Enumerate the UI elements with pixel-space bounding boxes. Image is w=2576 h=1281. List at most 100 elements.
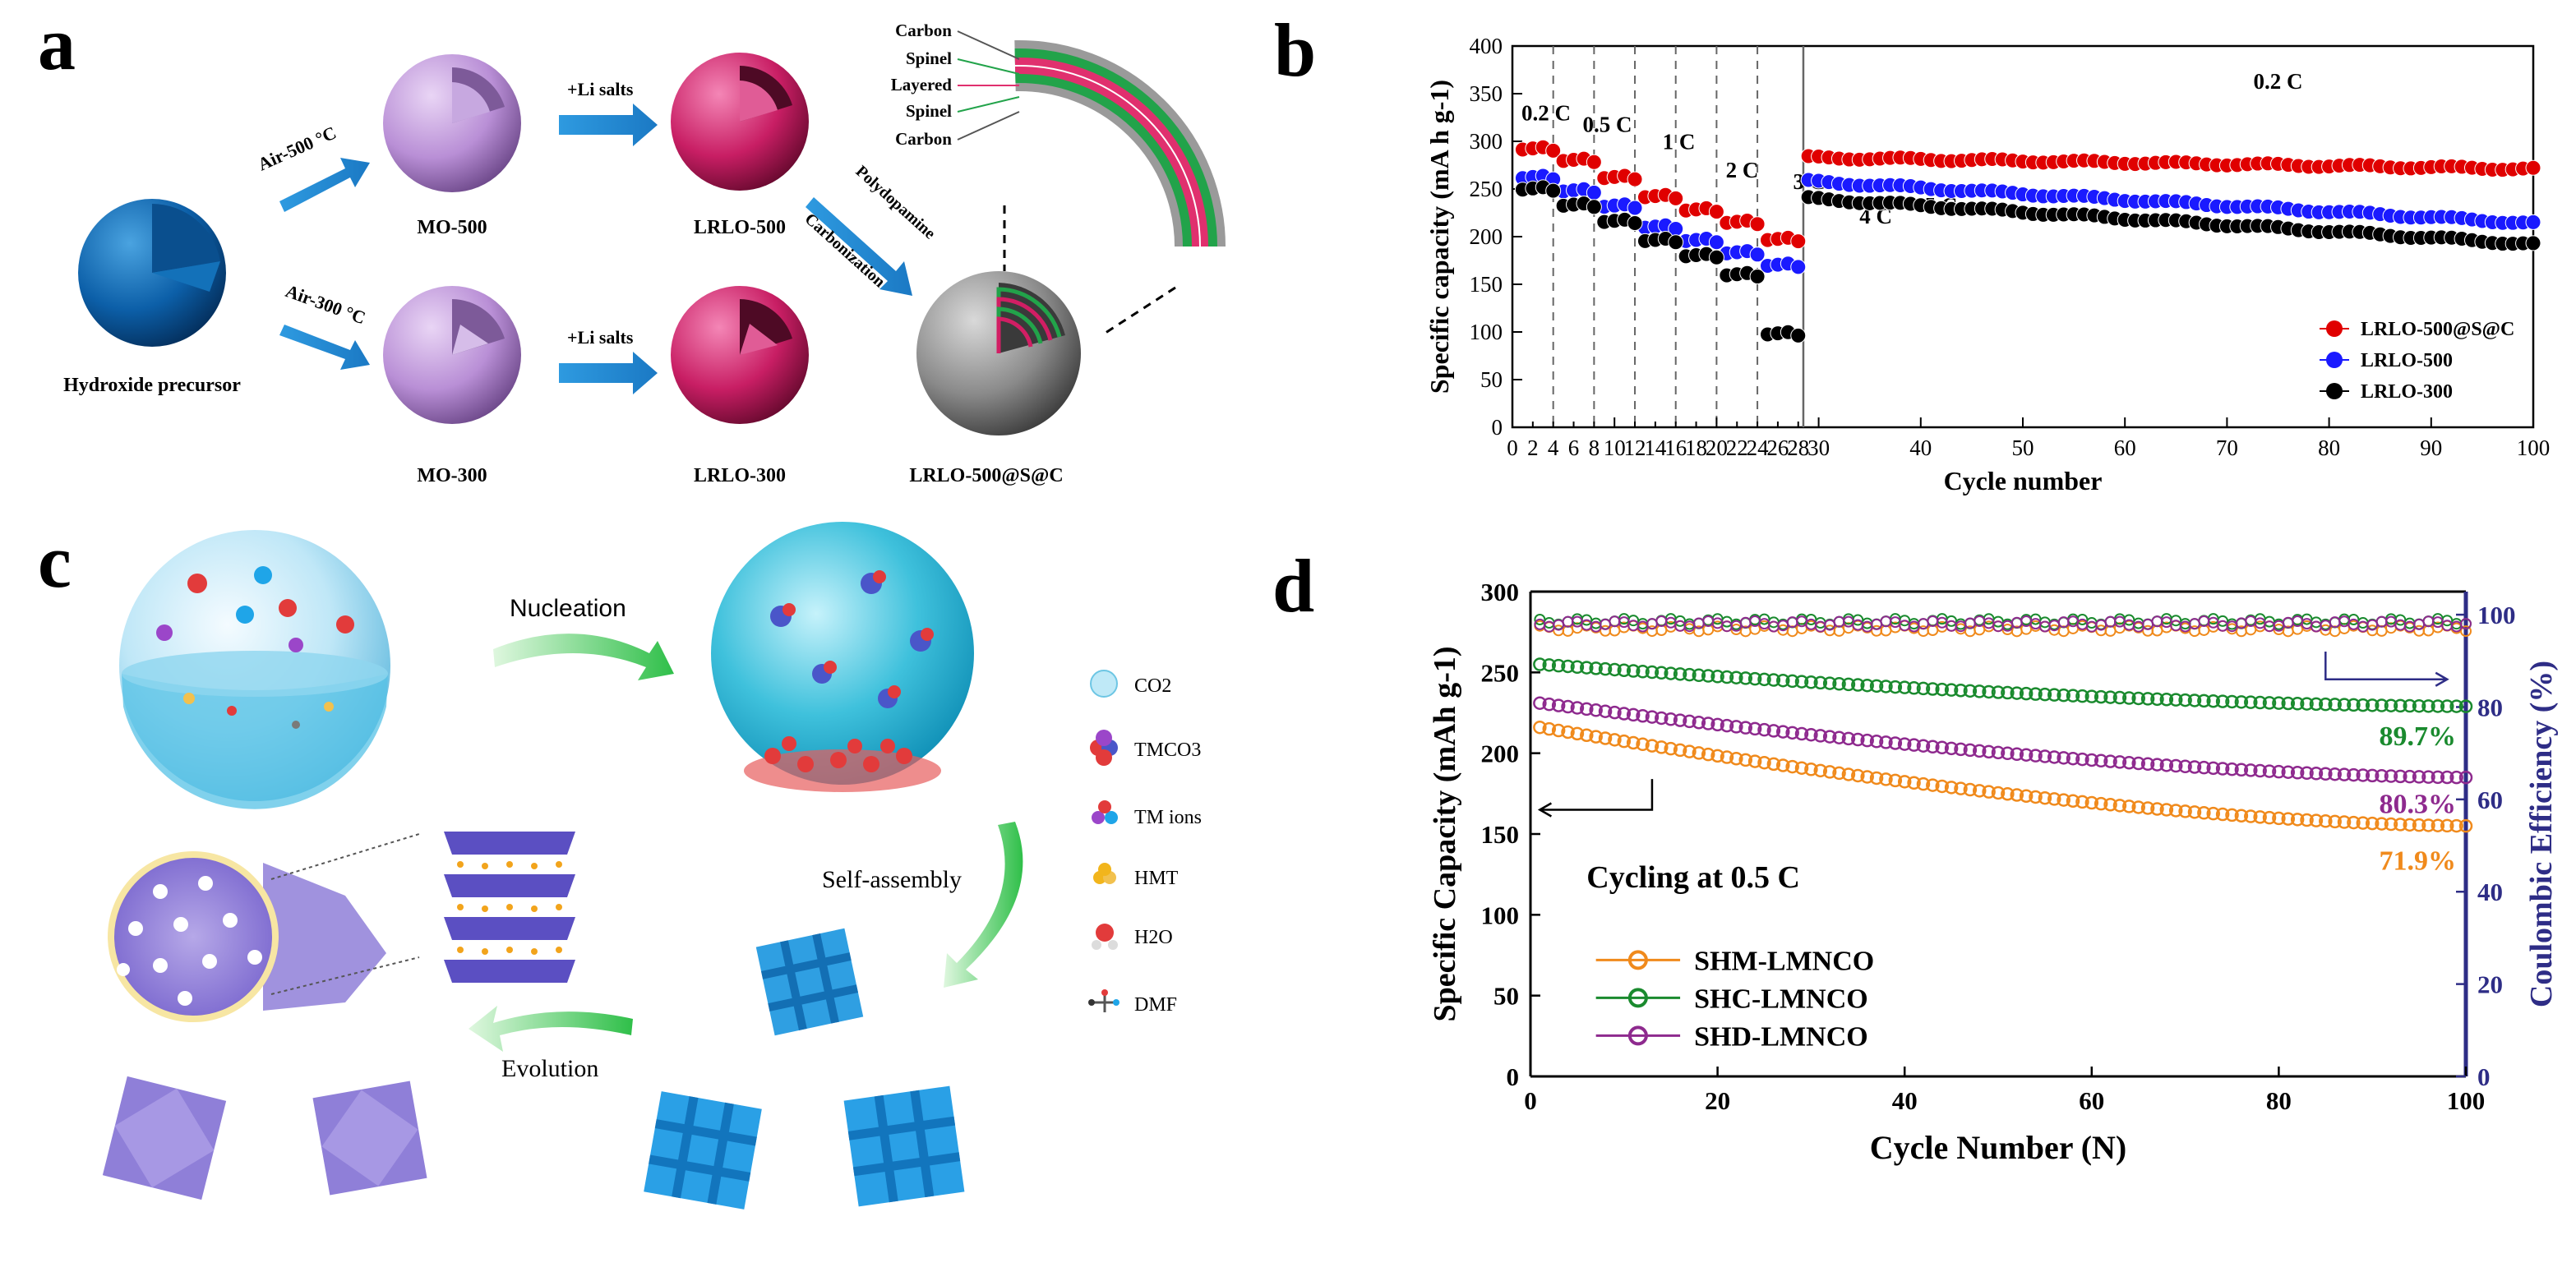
capacity-point-2-92 <box>2384 769 2398 783</box>
capacity-point-2-73 <box>2206 761 2220 776</box>
ce-point-2-71 <box>2188 618 2200 630</box>
capacity-point-1-72 <box>2197 693 2211 708</box>
capacity-point-0-90 <box>2365 816 2380 831</box>
point-0-28 <box>1790 233 1807 250</box>
capacity-point-2-12 <box>1636 708 1650 723</box>
point-1-12 <box>1627 200 1643 216</box>
capacity-point-1-51 <box>2001 685 2015 700</box>
capacity-point-2-17 <box>1683 714 1697 729</box>
capacity-point-0-12 <box>1636 737 1650 752</box>
solution-sphere <box>119 530 390 809</box>
tmco3-icon <box>1090 730 1118 766</box>
capacity-point-1-87 <box>2337 698 2352 712</box>
capacity-point-1-76 <box>2234 695 2249 709</box>
y-tick-label-d-5: 250 <box>1481 658 1520 687</box>
arrow-air500 <box>279 158 370 212</box>
capacity-point-2-82 <box>2290 766 2305 780</box>
zoom-line-right <box>1105 286 1176 334</box>
capacity-point-1-74 <box>2215 694 2230 708</box>
capacity-point-0-64 <box>2122 799 2136 813</box>
rate-label-0: 0.2 C <box>1521 100 1571 125</box>
label-polydopamine: Polydopamine <box>852 162 939 242</box>
capacity-point-0-51 <box>2001 786 2015 801</box>
point-2-4 <box>1545 182 1562 199</box>
self-assembly-schematic-c: Nucleation CO2 TMCO3 <box>102 522 1202 1210</box>
capacity-point-1-24 <box>1747 671 1762 686</box>
capacity-point-1-22 <box>1729 670 1743 684</box>
capacity-point-0-72 <box>2197 806 2211 820</box>
capacity-point-2-53 <box>2019 748 2034 762</box>
arrow-self-assembly <box>944 822 1023 988</box>
capacity-point-2-55 <box>2038 749 2052 763</box>
layer-label-spinel-outer: Spinel <box>906 48 952 68</box>
ce-point-2-37 <box>1871 618 1883 630</box>
capacity-point-2-98 <box>2440 770 2454 785</box>
capacity-point-1-55 <box>2038 687 2052 702</box>
capacity-point-2-19 <box>1701 717 1715 730</box>
capacity-point-0-8 <box>1598 731 1613 745</box>
x-tick-label-d-4: 80 <box>2266 1086 2292 1115</box>
capacity-point-1-36 <box>1860 678 1874 693</box>
y-right-tick-label-d-5: 100 <box>2477 601 2516 629</box>
capacity-point-0-43 <box>1926 778 1940 792</box>
capacity-point-0-62 <box>2103 797 2117 812</box>
capacity-point-0-77 <box>2244 809 2258 823</box>
capacity-point-0-4 <box>1561 725 1575 740</box>
capacity-point-0-98 <box>2440 818 2454 833</box>
capacity-point-1-5 <box>1570 660 1585 675</box>
layered-crystal-structure <box>444 832 575 983</box>
y-tick-label-b-4: 200 <box>1470 224 1503 249</box>
capacity-point-0-21 <box>1720 750 1734 764</box>
porous-particle-zoom <box>108 851 386 1022</box>
capacity-point-0-20 <box>1710 749 1724 763</box>
capacity-point-1-48 <box>1972 684 1987 698</box>
x-minor-tick-label-b-11: 26 <box>1766 435 1789 460</box>
synthesis-schematic-a: Hydroxide precursor Air-500 °C Air-300 °… <box>63 21 1226 486</box>
point-0-4 <box>1545 142 1562 159</box>
capacity-point-1-2 <box>1542 658 1557 672</box>
capacity-point-1-56 <box>2047 688 2061 702</box>
capacity-point-1-71 <box>2187 693 2202 707</box>
capacity-point-0-86 <box>2328 814 2342 829</box>
capacity-point-1-92 <box>2384 698 2398 712</box>
ce-point-2-91 <box>2375 615 2388 628</box>
point-1-24 <box>1749 247 1766 263</box>
lrlo500-sphere <box>671 53 809 191</box>
capacity-point-2-51 <box>2001 746 2015 761</box>
x-tick-label-b-2: 20 <box>1706 435 1728 460</box>
capacity-point-0-40 <box>1897 775 1912 789</box>
capacity-point-0-78 <box>2253 810 2267 824</box>
arrow-li-bottom <box>559 352 658 394</box>
legend-marker-d-1 <box>1627 988 1648 1008</box>
cycling-chart: 0 20 40 60 80 1000501001502002503000204060801… <box>1428 578 2559 1166</box>
panel-label-a: a <box>38 2 76 85</box>
point-2-24 <box>1749 268 1766 284</box>
x-minor-tick-label-b-4: 12 <box>1624 435 1646 460</box>
capacity-point-2-27 <box>1776 725 1790 739</box>
capacity-point-0-88 <box>2347 815 2361 830</box>
rate-label-1: 0.5 C <box>1583 112 1632 136</box>
layer-label-layered: Layered <box>891 75 953 94</box>
x-minor-tick-label-b-7: 18 <box>1685 435 1707 460</box>
capacity-point-2-35 <box>1851 732 1865 747</box>
capacity-point-2-11 <box>1626 707 1641 722</box>
capacity-point-1-31 <box>1813 675 1828 690</box>
capacity-point-0-84 <box>2309 813 2324 827</box>
capacity-point-1-33 <box>1832 677 1846 691</box>
capacity-point-2-97 <box>2431 770 2445 785</box>
capacity-point-2-6 <box>1580 702 1594 717</box>
ce-point-2-9 <box>1609 615 1621 628</box>
h2o-icon <box>1092 924 1118 950</box>
capacity-point-1-21 <box>1720 670 1734 684</box>
capacity-point-2-67 <box>2150 758 2164 772</box>
capacity-point-2-16 <box>1673 713 1687 727</box>
capacity-point-0-22 <box>1729 751 1743 766</box>
capacity-point-2-8 <box>1598 704 1613 718</box>
x-tick-label-b-6: 60 <box>2114 435 2136 460</box>
capacity-point-2-34 <box>1841 731 1856 746</box>
capacity-point-1-47 <box>1963 684 1978 698</box>
capacity-point-1-83 <box>2300 697 2314 711</box>
capacity-point-1-100 <box>2458 699 2473 713</box>
capacity-point-1-63 <box>2112 690 2127 705</box>
capacity-point-2-46 <box>1954 742 1968 757</box>
